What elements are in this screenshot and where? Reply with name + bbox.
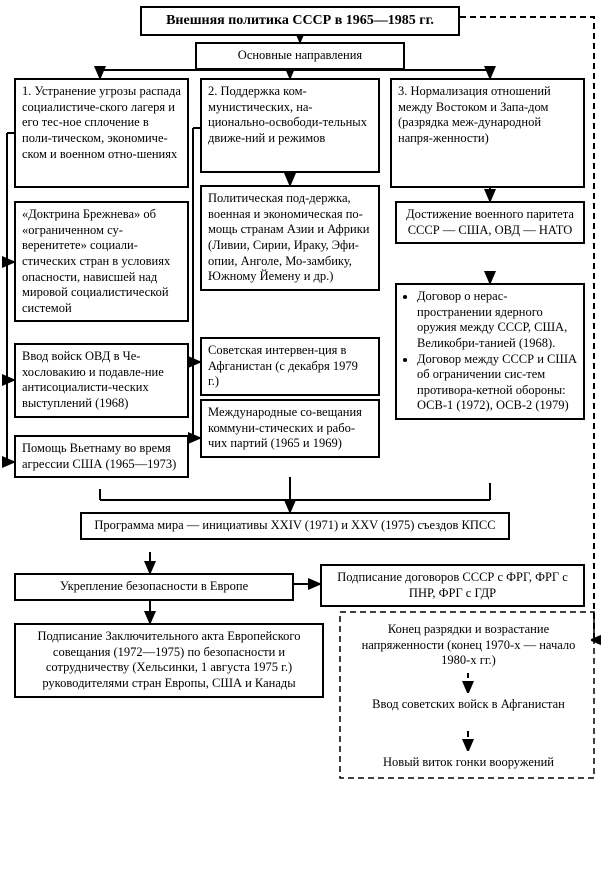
afghan-troops-box: Ввод советских войск в Афганистан xyxy=(362,693,575,717)
polit-support-box: Политическая под-держка, военная и эконо… xyxy=(200,185,380,291)
arms-race-box: Новый виток гонки вооружений xyxy=(350,751,587,775)
brezhnev-box: «Доктрина Брежнева» об «ограниченном су-… xyxy=(14,201,189,322)
meetings-box: Международные со-вещания коммуни-стическ… xyxy=(200,399,380,458)
europe-sec-box: Укрепление безопасности в Европе xyxy=(14,573,294,601)
treaty-item: Договор между СССР и США об ограничении … xyxy=(417,352,577,415)
treaty-item: Договор о нерас-пространении ядерного ор… xyxy=(417,289,577,352)
end-detente-box: Конец разрядки и возрастание напряженнос… xyxy=(346,618,591,673)
helsinki-box: Подписание Заключительного акта Европейс… xyxy=(14,623,324,698)
title-box: Внешняя политика СССР в 1965—1985 гг. xyxy=(140,6,460,36)
directions-box: Основные направления xyxy=(195,42,405,70)
afghan-interv-box: Советская интервен-ция в Афганистан (с д… xyxy=(200,337,380,396)
col2-head-box: 2. Поддержка ком-мунистических, на-циона… xyxy=(200,78,380,173)
peace-prog-box: Программа мира — инициативы XXIV (1971) … xyxy=(80,512,510,540)
treaties-box: Договор о нерас-пространении ядерного ор… xyxy=(395,283,585,420)
vietnam-box: Помощь Вьетнаму во время агрессии США (1… xyxy=(14,435,189,478)
col3-head-box: 3. Нормализация отношений между Востоком… xyxy=(390,78,585,188)
parity-box: Достижение военного паритета СССР — США,… xyxy=(395,201,585,244)
frg-box: Подписание договоров СССР с ФРГ, ФРГ с П… xyxy=(320,564,585,607)
ovd-czech-box: Ввод войск ОВД в Че-хословакию и подавле… xyxy=(14,343,189,418)
col1-head-box: 1. Устранение угрозы распада социалистич… xyxy=(14,78,189,188)
